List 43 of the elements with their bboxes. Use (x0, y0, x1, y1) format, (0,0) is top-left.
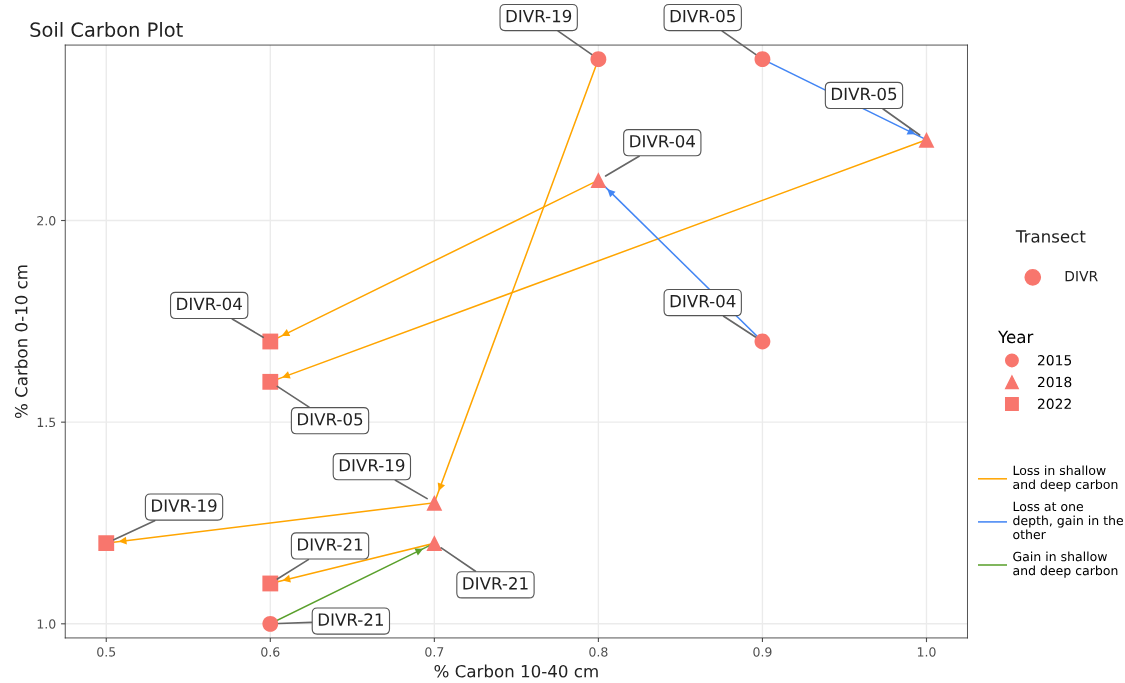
legend-label: 2015 (1037, 354, 1072, 366)
annotation: DIVR-19 (339, 458, 405, 472)
annotation: DIVR-21 (318, 613, 383, 626)
annotation: DIVR-05 (831, 87, 897, 101)
x-tick-label: 0.9 (753, 647, 772, 657)
text: Transect (1015, 230, 1086, 243)
chart-title: Soil Carbon Plot (30, 21, 183, 38)
legend-label: Gain in shallow and deep carbon (1013, 551, 1118, 578)
point (754, 333, 771, 350)
annotation: DIVR-04 (630, 134, 695, 148)
x-tick-label: 1.0 (917, 647, 936, 657)
legend-label: 2018 (1037, 376, 1072, 388)
x-tick-label: 0.7 (425, 647, 444, 657)
y-tick-label: 1.0 (37, 619, 56, 629)
annotation: DIVR-05 (670, 9, 735, 23)
point (262, 575, 279, 592)
y-tick-label: 2.0 (37, 215, 56, 226)
point (918, 131, 935, 148)
legend-label: Loss at one depth, gain in the other (1013, 501, 1124, 540)
point (590, 51, 607, 68)
annotation: DIVR-19 (152, 499, 217, 512)
annotation: DIVR-21 (298, 538, 363, 551)
legend-title: Year (998, 330, 1034, 344)
point (262, 615, 279, 632)
annotation: DIVR-19 (506, 9, 572, 23)
point (426, 535, 443, 552)
y-tick-label: 1.5 (37, 417, 56, 428)
y-axis-title: % Carbon 0-10 cm (14, 265, 28, 419)
annotation: DIVR-04 (177, 297, 242, 311)
legend-label: Loss in shallow and deep carbon (1013, 465, 1118, 492)
point (754, 51, 771, 68)
point (426, 494, 443, 511)
x-tick-label: 0.6 (261, 647, 280, 657)
x-tick-label: 0.8 (589, 647, 608, 657)
annotation: DIVR-05 (298, 412, 363, 426)
annotation: DIVR-21 (463, 577, 528, 590)
x-axis-title: % Carbon 10-40 cm (434, 664, 598, 678)
x-tick-label: 0.5 (97, 647, 116, 657)
annotation: DIVR-04 (670, 294, 736, 308)
text: DIVR (1065, 271, 1098, 282)
point (98, 535, 115, 552)
legend-label: 2022 (1037, 398, 1071, 410)
point (262, 373, 279, 390)
